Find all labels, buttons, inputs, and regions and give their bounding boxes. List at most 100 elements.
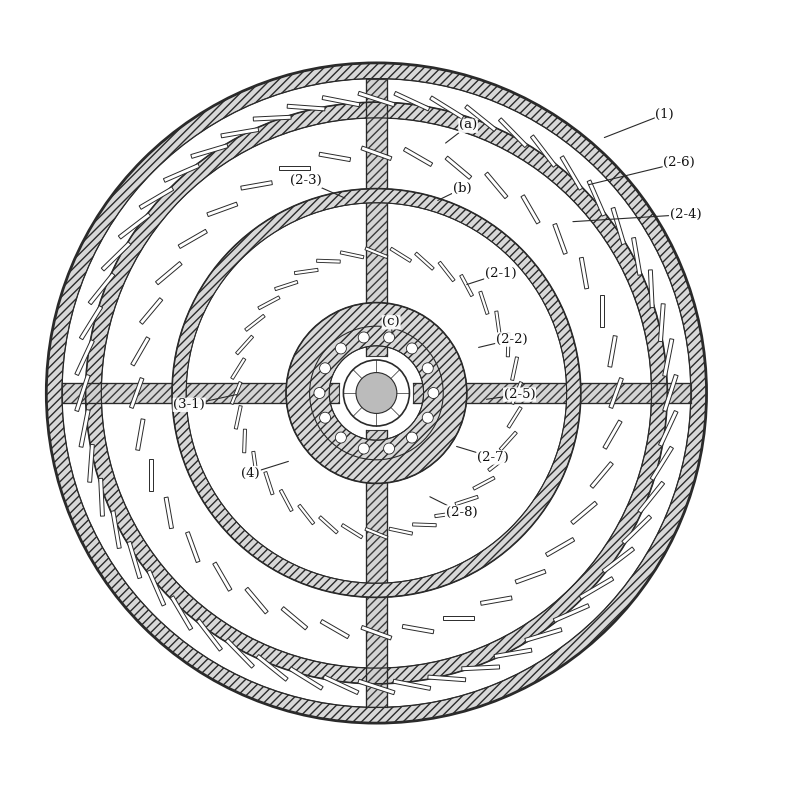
Polygon shape [525,628,562,642]
Text: (4): (4) [242,461,288,479]
Polygon shape [102,242,131,271]
Polygon shape [366,430,386,707]
Text: (1): (1) [604,108,674,138]
Polygon shape [554,604,590,623]
Wedge shape [86,102,667,684]
Polygon shape [608,336,617,367]
Polygon shape [611,208,626,244]
Polygon shape [318,516,338,534]
Polygon shape [245,587,268,614]
Polygon shape [235,335,254,354]
Circle shape [356,373,397,413]
Polygon shape [111,511,122,549]
Polygon shape [506,333,510,357]
Circle shape [406,343,418,354]
Polygon shape [252,451,258,475]
Polygon shape [579,577,614,599]
Polygon shape [256,655,288,681]
Polygon shape [478,291,489,314]
Polygon shape [340,251,364,259]
Polygon shape [560,156,582,190]
Text: (a): (a) [446,119,477,143]
Circle shape [335,432,346,443]
Polygon shape [442,616,474,620]
Circle shape [406,432,418,443]
Polygon shape [74,374,90,412]
Polygon shape [631,237,642,275]
Polygon shape [320,619,350,639]
Wedge shape [172,189,581,597]
Polygon shape [241,181,272,190]
Polygon shape [130,377,144,409]
Polygon shape [658,303,665,342]
Polygon shape [136,419,145,450]
Polygon shape [494,311,501,335]
Polygon shape [389,527,413,535]
Polygon shape [207,202,238,217]
Polygon shape [358,679,395,695]
Polygon shape [226,638,254,668]
Polygon shape [361,146,392,160]
Polygon shape [234,406,242,429]
Polygon shape [428,675,466,681]
Text: (3-1): (3-1) [174,395,237,411]
Polygon shape [393,679,430,690]
Text: (b): (b) [438,182,471,200]
Text: (2-4): (2-4) [573,208,702,222]
Polygon shape [242,429,246,453]
Polygon shape [603,420,622,450]
Circle shape [383,443,394,454]
Polygon shape [289,667,323,690]
Polygon shape [413,523,436,527]
Polygon shape [230,358,246,380]
Polygon shape [88,273,115,305]
Polygon shape [438,261,455,281]
Polygon shape [530,135,557,167]
Polygon shape [465,105,497,131]
Polygon shape [317,259,340,263]
Polygon shape [139,187,174,209]
Polygon shape [118,213,150,239]
Polygon shape [662,339,674,376]
Polygon shape [258,296,280,310]
Polygon shape [279,490,293,512]
Circle shape [428,387,439,399]
Polygon shape [62,383,339,403]
Polygon shape [590,461,614,488]
Polygon shape [455,495,478,505]
Polygon shape [264,472,274,495]
Polygon shape [414,383,691,403]
Polygon shape [79,410,90,447]
Polygon shape [147,570,166,606]
Circle shape [46,63,706,723]
Polygon shape [430,96,464,119]
Polygon shape [662,374,678,412]
Polygon shape [499,432,518,451]
Polygon shape [649,270,654,307]
Polygon shape [390,248,412,263]
Circle shape [383,332,394,343]
Polygon shape [414,252,434,270]
Polygon shape [130,336,150,366]
Polygon shape [485,172,508,199]
Polygon shape [190,144,228,158]
Polygon shape [600,296,604,327]
Polygon shape [602,547,634,573]
Polygon shape [481,596,512,605]
Polygon shape [445,156,472,179]
Polygon shape [473,476,495,490]
Circle shape [358,332,370,343]
Circle shape [422,363,434,374]
Polygon shape [221,127,258,138]
Polygon shape [88,444,94,483]
Polygon shape [170,596,193,630]
Polygon shape [149,459,153,490]
Polygon shape [278,166,310,170]
Polygon shape [178,230,207,248]
Polygon shape [570,501,598,524]
Circle shape [422,412,434,423]
Polygon shape [658,410,678,446]
Polygon shape [163,163,199,182]
Polygon shape [254,116,291,121]
Polygon shape [365,527,388,539]
